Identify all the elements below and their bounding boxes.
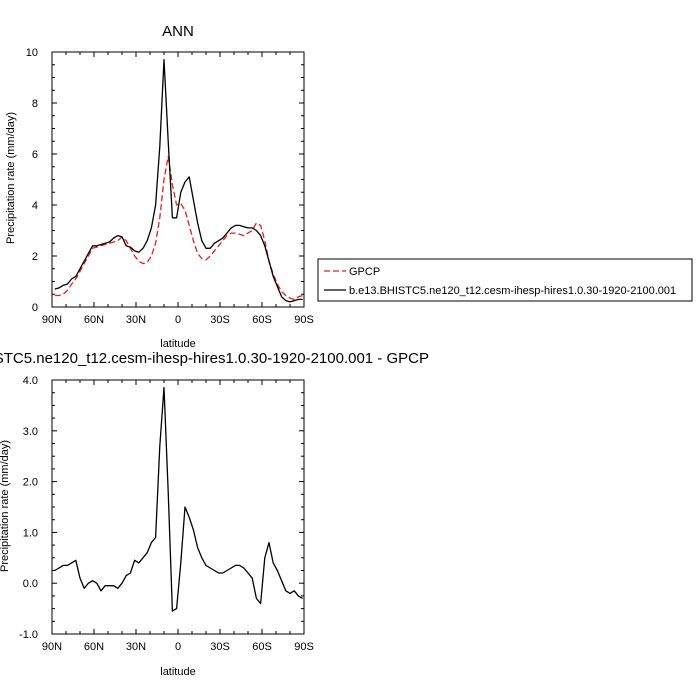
bottom-chart: b.e13.BHISTC5.ne120_t12.cesm-ihesp-hires… xyxy=(0,350,429,678)
top-chart-lines xyxy=(54,59,303,303)
y-tick-label: 0 xyxy=(32,302,38,314)
x-tick-label: 90S xyxy=(294,314,314,326)
series-line-solid xyxy=(54,386,303,612)
y-tick-label: 6 xyxy=(32,149,38,161)
bottom-chart-ylabel: Precipitation rate (mm/day) xyxy=(0,440,11,572)
x-tick-label: 30S xyxy=(210,314,230,326)
legend: GPCP b.e13.BHISTC5.ne120_t12.cesm-ihesp-… xyxy=(317,258,693,302)
y-tick-label: 4.0 xyxy=(23,375,38,387)
y-tick-label: 3.0 xyxy=(23,426,38,438)
x-tick-label: 0 xyxy=(175,641,181,653)
y-tick-label: 10 xyxy=(26,47,38,59)
x-tick-label: 0 xyxy=(175,314,181,326)
y-tick-label: 4 xyxy=(32,200,38,212)
y-tick-label: 2.0 xyxy=(23,477,38,489)
x-tick-label: 60S xyxy=(252,314,272,326)
top-chart: ANN latitude Precipitation rate (mm/day)… xyxy=(5,23,693,350)
bottom-chart-lines xyxy=(54,386,303,612)
bottom-chart-xlabel: latitude xyxy=(160,666,195,678)
y-tick-label: 1.0 xyxy=(23,527,38,539)
x-tick-label: 90N xyxy=(42,314,62,326)
bottom-chart-ticks: 90N 60N 30N 0 30S 60S 90S -1.0 0.0 1.0 2.0 3.0 4.0 xyxy=(19,375,314,653)
top-chart-title: ANN xyxy=(162,23,194,40)
x-tick-label: 60N xyxy=(84,641,104,653)
x-tick-label: 60N xyxy=(84,314,104,326)
top-chart-xlabel: latitude xyxy=(160,338,195,350)
x-tick-label: 30S xyxy=(210,641,230,653)
legend-gpcp-label: GPCP xyxy=(349,266,380,278)
y-tick-label: 8 xyxy=(32,98,38,110)
x-tick-label: 30N xyxy=(126,641,146,653)
x-tick-label: 30N xyxy=(126,314,146,326)
x-tick-label: 90S xyxy=(294,641,314,653)
top-chart-frame xyxy=(51,51,305,308)
legend-box xyxy=(317,258,693,302)
legend-model-label: b.e13.BHISTC5.ne120_t12.cesm-ihesp-hires… xyxy=(349,285,676,297)
y-tick-label: 2 xyxy=(32,251,38,263)
series-line-dashed xyxy=(54,155,303,301)
series-line-solid xyxy=(54,59,303,303)
top-chart-ylabel: Precipitation rate (mm/day) xyxy=(5,112,17,244)
y-tick-label: 0.0 xyxy=(23,578,38,590)
x-tick-label: 90N xyxy=(42,641,62,653)
bottom-chart-frame xyxy=(51,379,305,635)
bottom-chart-title: b.e13.BHISTC5.ne120_t12.cesm-ihesp-hires… xyxy=(0,350,429,367)
y-tick-label: -1.0 xyxy=(19,629,38,641)
top-chart-ticks: 90N 60N 30N 0 30S 60S 90S 0 2 4 6 8 10 xyxy=(26,47,314,326)
x-tick-label: 60S xyxy=(252,641,272,653)
